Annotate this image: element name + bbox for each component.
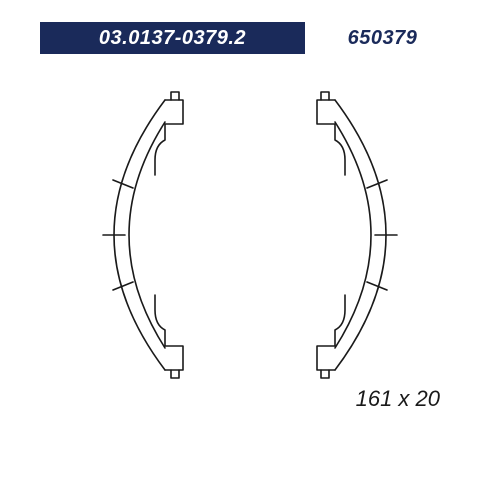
right-top-notch — [321, 92, 329, 100]
left-rib1 — [113, 180, 133, 188]
right-bottom-end — [317, 346, 335, 370]
part-number: 03.0137-0379.2 — [40, 22, 305, 54]
brake-shoe-diagram — [55, 80, 445, 390]
right-inner-arc — [335, 122, 371, 348]
diagram-area — [55, 80, 445, 390]
left-bottom-end — [165, 346, 183, 370]
product-figure: 03.0137-0379.2 650379 — [0, 0, 500, 500]
right-top-end — [317, 100, 335, 124]
right-bottom-notch — [321, 370, 329, 378]
alt-number: 650379 — [305, 22, 460, 54]
left-bottom-notch — [171, 370, 179, 378]
left-inner-arc — [129, 122, 165, 348]
left-top-end — [165, 100, 183, 124]
header-bar: 03.0137-0379.2 650379 — [40, 22, 460, 54]
left-top-notch — [171, 92, 179, 100]
left-rib3 — [113, 282, 133, 290]
right-rib1 — [367, 180, 387, 188]
dimensions-label: 161 x 20 — [356, 386, 440, 412]
left-inner-detail — [155, 124, 165, 346]
right-inner-detail — [335, 124, 345, 346]
right-rib3 — [367, 282, 387, 290]
